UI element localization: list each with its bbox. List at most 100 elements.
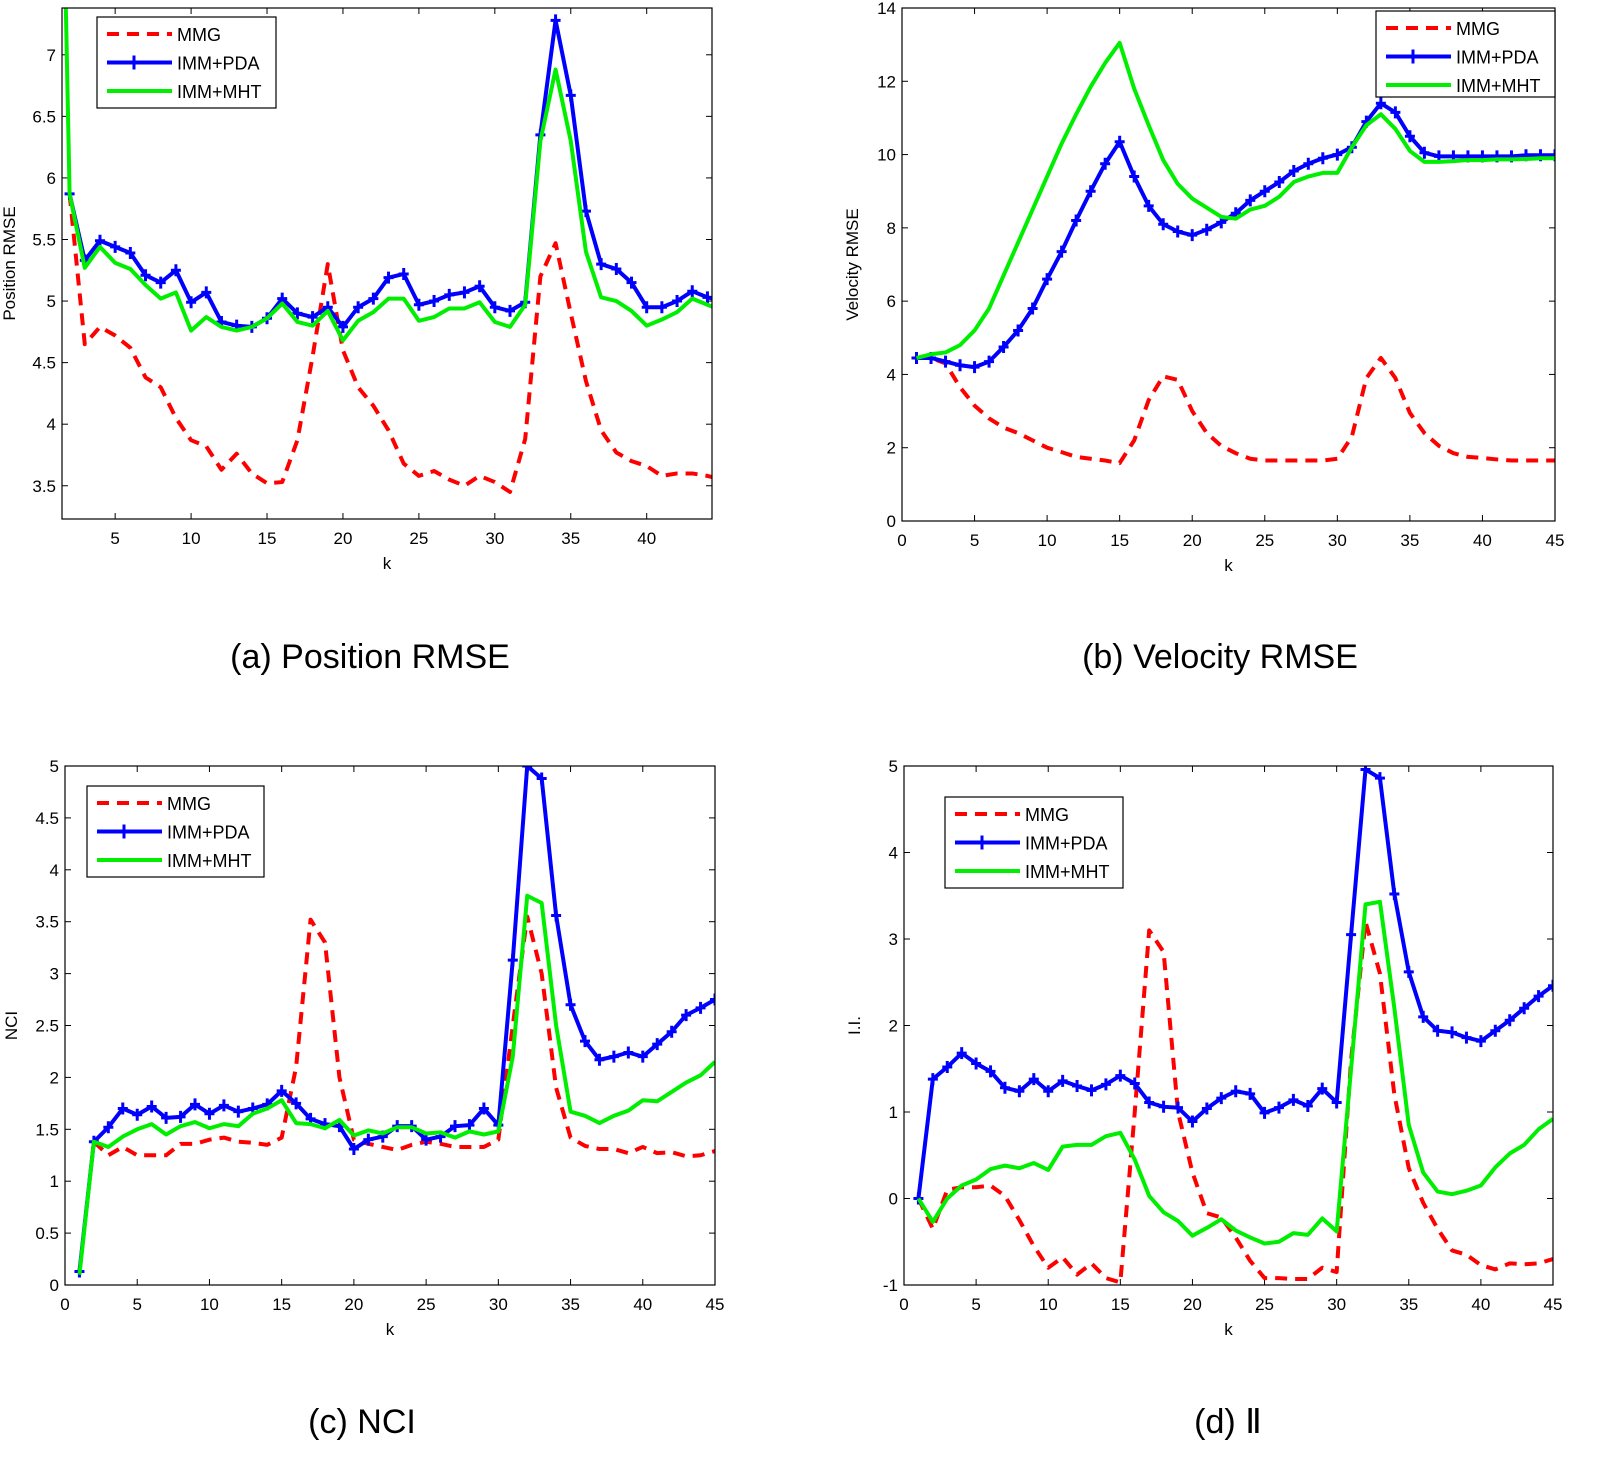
data-point-marker xyxy=(1144,1096,1155,1109)
legend-label: IMM+PDA xyxy=(167,823,250,843)
x-tick-label: 20 xyxy=(344,1295,363,1314)
data-point-marker xyxy=(550,14,561,27)
data-point-marker xyxy=(985,1065,996,1078)
data-point-marker xyxy=(1259,185,1270,198)
data-point-marker xyxy=(1071,214,1082,227)
y-tick-label: 2.5 xyxy=(35,1017,59,1036)
data-point-marker xyxy=(551,909,562,922)
y-axis-label: Position RMSE xyxy=(0,206,19,320)
data-point-marker xyxy=(1201,1102,1212,1115)
data-point-marker xyxy=(1115,1069,1126,1082)
x-tick-label: 40 xyxy=(1473,531,1492,550)
data-point-marker xyxy=(421,1133,432,1146)
y-tick-label: 0 xyxy=(50,1276,59,1295)
x-tick-label: 45 xyxy=(1546,531,1565,550)
axes-frame xyxy=(64,765,716,1286)
data-point-marker xyxy=(580,205,591,218)
y-tick-label: 3.5 xyxy=(35,913,59,932)
legend-box xyxy=(1375,10,1556,98)
data-point-marker xyxy=(1042,273,1053,286)
data-point-marker xyxy=(984,355,995,368)
data-point-marker xyxy=(103,1121,114,1134)
data-point-marker xyxy=(1129,1077,1140,1090)
data-point-marker xyxy=(913,1192,924,1205)
y-tick-label: 6 xyxy=(887,292,896,311)
data-point-marker xyxy=(681,1009,692,1022)
data-point-marker xyxy=(1274,176,1285,189)
y-tick-label: 5.5 xyxy=(32,230,56,249)
data-point-marker xyxy=(1550,149,1555,162)
data-point-marker xyxy=(1173,1101,1184,1114)
data-point-marker xyxy=(125,247,136,260)
series-line-mmg xyxy=(92,914,715,1159)
y-tick-label: 0.5 xyxy=(35,1224,59,1243)
data-point-marker xyxy=(201,286,212,299)
data-point-marker xyxy=(429,295,440,308)
data-point-marker xyxy=(146,1100,157,1113)
legend-label: IMM+MHT xyxy=(1456,76,1541,96)
data-point-marker xyxy=(1259,1106,1270,1119)
y-tick-label: 6 xyxy=(47,169,56,188)
legend: MMG IMM+PDA IMM+MHT xyxy=(944,796,1124,889)
x-tick-label: 5 xyxy=(110,529,119,548)
x-tick-label: 10 xyxy=(182,529,201,548)
legend-label: IMM+PDA xyxy=(1456,48,1539,68)
subplot-d: 0 5 10 15 20 25 30 35 40 45-1012345kI.I.MMGIMM+PD… xyxy=(845,757,1562,1441)
x-tick-label: 45 xyxy=(1544,1295,1563,1314)
y-tick-label: 7 xyxy=(47,46,56,65)
data-point-marker xyxy=(1230,1085,1241,1098)
data-point-marker xyxy=(190,1098,200,1111)
data-point-marker xyxy=(1072,1080,1083,1093)
data-point-marker xyxy=(117,1102,128,1115)
x-tick-label: 45 xyxy=(706,1295,725,1314)
data-point-marker xyxy=(1027,302,1038,315)
data-point-marker xyxy=(1461,1031,1472,1044)
data-point-marker xyxy=(218,1099,229,1112)
subplot-c: 0 5 10 15 20 25 30 35 40 45 0 0.5 1 1.5 2 2.5 3 3.5 4 4.5 5 k… xyxy=(2,757,724,1441)
data-point-marker xyxy=(718,295,728,307)
data-point-marker xyxy=(1100,1078,1111,1091)
data-point-marker xyxy=(1332,148,1343,161)
data-point-marker xyxy=(710,993,715,1006)
x-tick-label: 40 xyxy=(637,529,656,548)
y-tick-label: 3.5 xyxy=(32,477,56,496)
subplot-caption: (b) Velocity RMSE xyxy=(1082,638,1358,676)
x-tick-label: 10 xyxy=(1039,1295,1058,1314)
data-point-marker xyxy=(368,292,379,305)
series-line-mmg xyxy=(67,193,712,494)
data-point-marker xyxy=(940,355,951,368)
data-point-marker xyxy=(594,1053,605,1066)
y-tick-label: 8 xyxy=(887,219,896,238)
x-tick-label: 15 xyxy=(258,529,277,548)
data-point-marker xyxy=(695,1001,706,1014)
x-axis-label: k xyxy=(1224,1320,1233,1339)
data-point-marker xyxy=(1317,152,1328,165)
x-tick-label: 35 xyxy=(561,1295,580,1314)
x-tick-label: 10 xyxy=(1038,531,1057,550)
x-tick-label: 30 xyxy=(1327,1295,1346,1314)
data-point-marker xyxy=(998,340,1009,353)
data-point-marker xyxy=(1245,194,1256,207)
legend-label: MMG xyxy=(177,25,221,45)
x-tick-label: 15 xyxy=(272,1295,291,1314)
x-tick-label: 40 xyxy=(1471,1295,1490,1314)
x-axis-label: k xyxy=(386,1320,395,1339)
legend: MMG IMM+PDA IMM+MHT xyxy=(1375,10,1556,98)
data-point-marker xyxy=(1201,223,1212,236)
data-point-marker xyxy=(444,288,455,301)
data-point-marker xyxy=(1014,1085,1025,1098)
data-point-marker xyxy=(1086,1084,1097,1097)
data-point-marker xyxy=(1533,990,1544,1003)
x-tick-label: 5 xyxy=(132,1295,141,1314)
x-axis-label: k xyxy=(1224,556,1233,575)
plot-area xyxy=(913,766,1553,1285)
data-point-marker xyxy=(1056,245,1067,258)
y-tick-label: 1 xyxy=(50,1172,59,1191)
data-point-marker xyxy=(1158,218,1169,231)
data-point-marker xyxy=(702,291,712,304)
data-point-marker xyxy=(1504,1014,1515,1027)
data-point-marker xyxy=(1375,97,1386,110)
y-tick-label: 12 xyxy=(877,72,896,91)
x-tick-label: 15 xyxy=(1111,1295,1130,1314)
